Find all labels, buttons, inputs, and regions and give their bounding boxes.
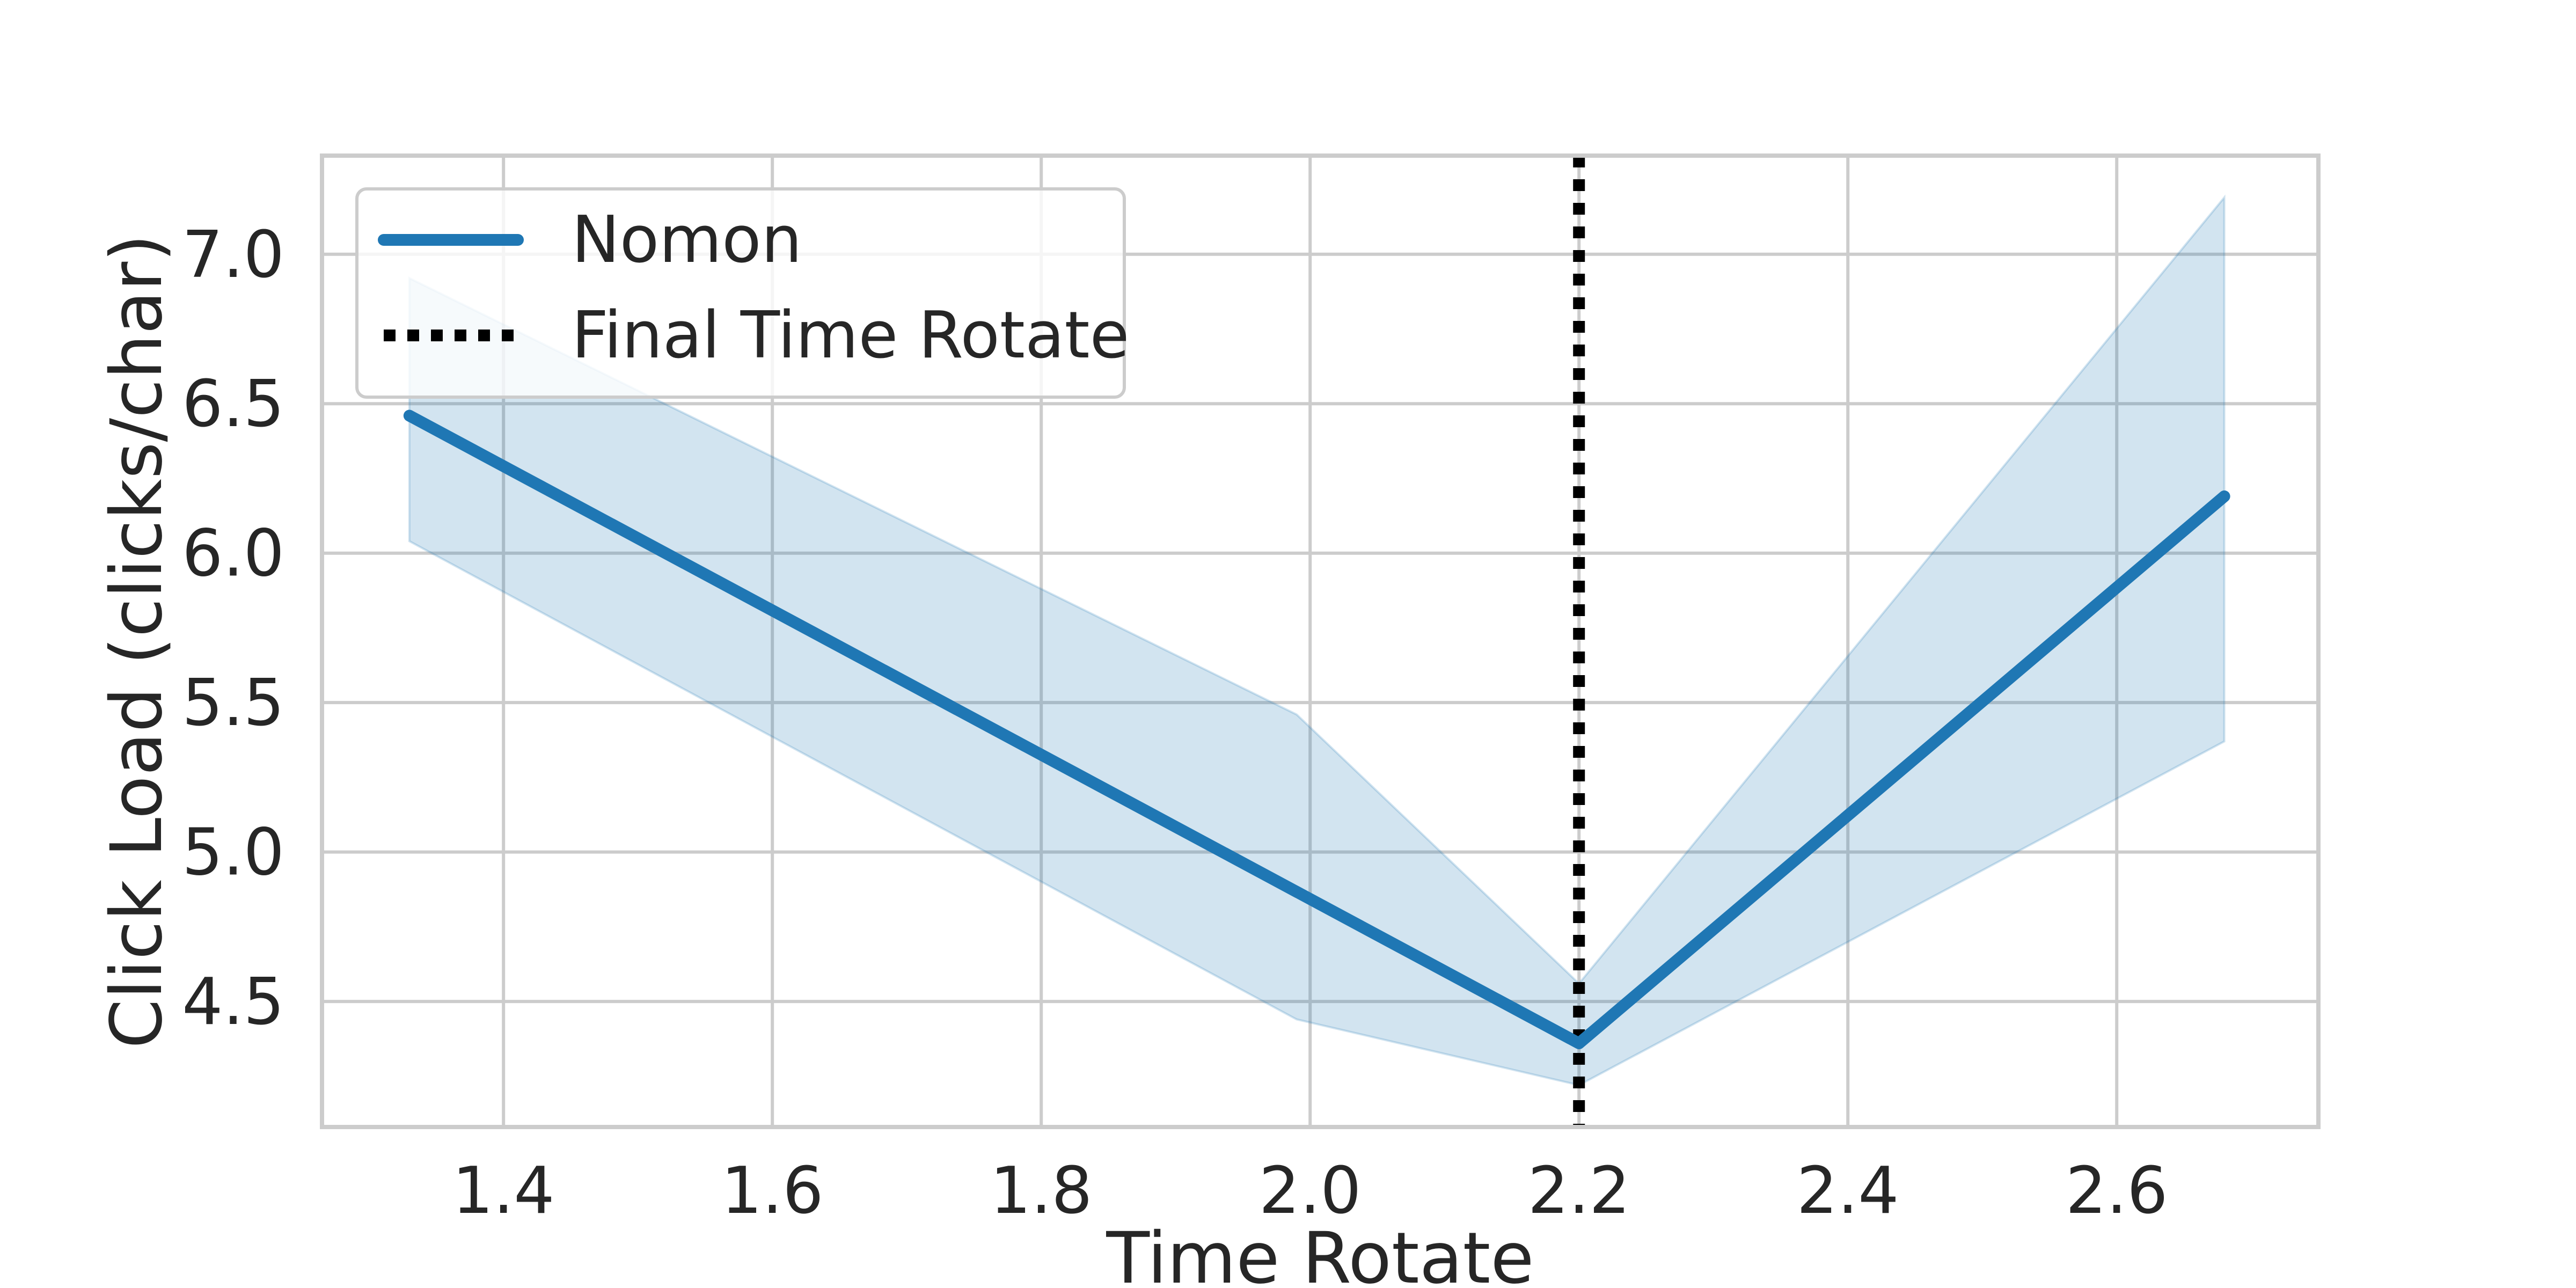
x-tick-label: 1.8 (990, 1154, 1093, 1228)
y-tick-labels: 4.5 5.0 5.5 6.0 6.5 7.0 (182, 218, 284, 1040)
x-tick-label: 2.6 (2066, 1154, 2168, 1228)
y-tick-label: 6.0 (182, 517, 284, 591)
x-axis-label: Time Rotate (1106, 1217, 1534, 1288)
x-tick-label: 1.4 (452, 1154, 555, 1228)
y-tick-label: 6.5 (182, 367, 284, 442)
confidence-band (408, 194, 2226, 1087)
y-axis-label: Click Load (clicks/char) (96, 234, 178, 1049)
y-tick-label: 5.0 (182, 816, 284, 890)
x-tick-labels: 1.4 1.6 1.8 2.0 2.2 2.4 2.6 (452, 1154, 2168, 1228)
nomon-line (403, 409, 2230, 1050)
y-tick-label: 5.5 (182, 666, 284, 741)
plot-frame (320, 153, 2321, 1129)
x-tick-label: 2.4 (1797, 1154, 1899, 1228)
x-tick-label: 2.2 (1528, 1154, 1630, 1228)
x-tick-label: 2.0 (1259, 1154, 1362, 1228)
legend-box (355, 187, 1126, 399)
legend-nomon-label: Nomon (572, 203, 802, 277)
legend: Nomon Final Time Rotate (355, 187, 1129, 399)
x-tick-label: 1.6 (721, 1154, 824, 1228)
y-tick-label: 4.5 (182, 965, 284, 1040)
legend-final-time-rotate-label: Final Time Rotate (572, 298, 1129, 373)
y-tick-label: 7.0 (182, 218, 284, 292)
